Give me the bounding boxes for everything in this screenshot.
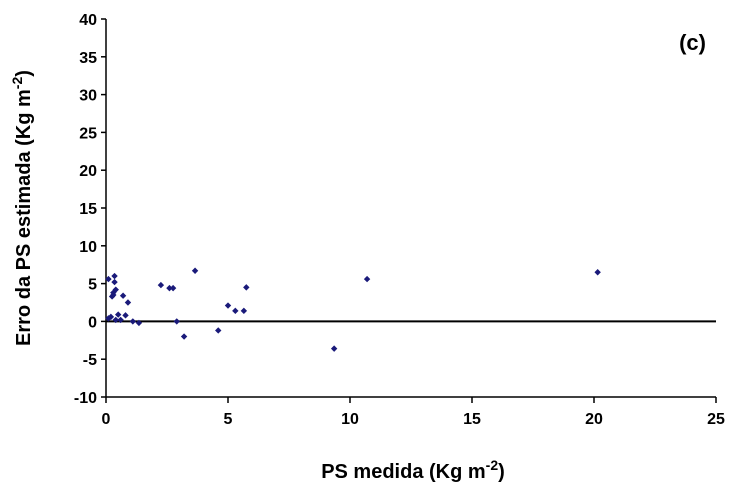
y-tick-label: 35 [79, 50, 97, 67]
x-axis-label: PS medida (Kg m-2) [321, 457, 505, 483]
y-tick-label: 20 [79, 163, 97, 180]
data-point [330, 345, 338, 352]
panel-label: (c) [679, 30, 706, 55]
x-tick-label: 20 [585, 411, 603, 428]
y-tick-label: 5 [88, 277, 97, 294]
data-point [124, 299, 132, 306]
y-tick-label: -5 [83, 352, 97, 369]
data-point [105, 275, 112, 283]
x-tick-label: 15 [463, 411, 481, 428]
y-tick-label: 25 [79, 125, 97, 142]
data-point [240, 307, 248, 315]
data-point [166, 284, 173, 292]
y-tick-label: -10 [74, 390, 97, 407]
x-tick-label: 25 [707, 411, 725, 428]
data-point [173, 318, 180, 325]
data-point [135, 319, 143, 327]
x-tick-label: 5 [224, 411, 233, 428]
data-point [594, 269, 601, 276]
data-point [224, 302, 232, 309]
y-tick-label: 15 [79, 201, 97, 218]
y-axis-label: Erro da PS estimada (Kg m-2) [9, 70, 35, 346]
data-point [115, 311, 122, 318]
data-point [111, 272, 118, 280]
data-point [363, 275, 371, 283]
data-point [243, 284, 250, 291]
data-point [191, 267, 199, 274]
x-tick-label: 0 [102, 411, 111, 428]
y-tick-label: 10 [79, 239, 97, 256]
data-point [117, 316, 124, 324]
data-point [129, 318, 137, 325]
data-point [119, 292, 127, 299]
data-point [215, 327, 222, 334]
data-point [122, 312, 129, 319]
data-point [180, 333, 188, 340]
y-tick-label: 0 [88, 314, 97, 331]
data-point [111, 278, 118, 286]
data-point [157, 281, 165, 289]
y-tick-label: 30 [79, 88, 97, 105]
x-tick-label: 10 [341, 411, 359, 428]
data-point [112, 316, 119, 324]
data-point [169, 284, 177, 292]
data-point [110, 291, 117, 299]
data-point [112, 286, 119, 293]
data-point [232, 307, 239, 315]
data-point [107, 313, 115, 321]
y-tick-label: 40 [79, 12, 97, 29]
